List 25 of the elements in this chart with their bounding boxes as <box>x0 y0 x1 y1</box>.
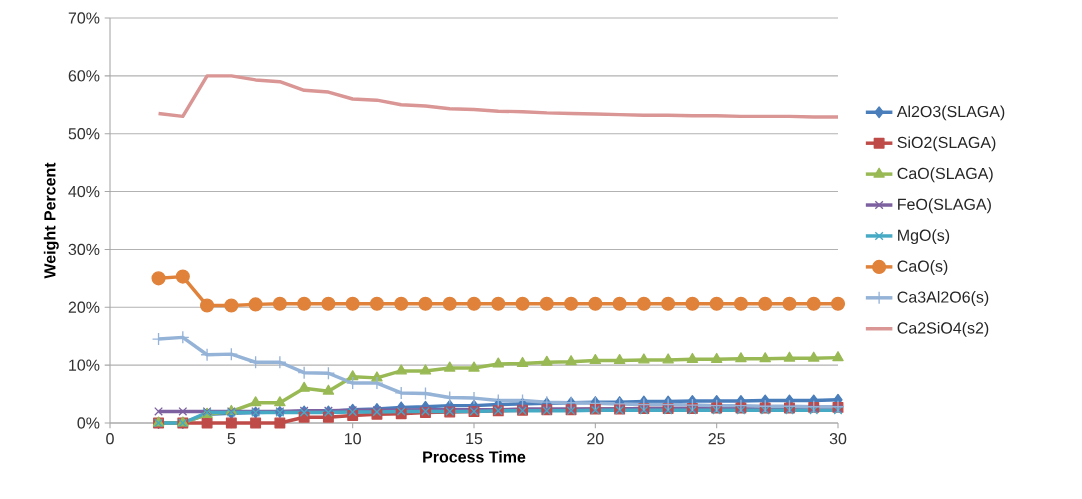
y-tick-label: 0% <box>77 417 100 429</box>
y-tick-label: 30% <box>68 243 100 256</box>
x-tick-label: 5 <box>227 433 236 445</box>
y-axis-title: Weight Percent <box>43 162 59 279</box>
x-tick-label: 20 <box>587 433 604 445</box>
legend-label: Ca2SiO4(s2) <box>897 321 989 337</box>
legend-label: CaO(SLAGA) <box>897 167 993 183</box>
x-tick-label: 10 <box>344 433 361 445</box>
x-tick-label: 0 <box>106 433 114 445</box>
x-axis-title: Process Time <box>423 450 526 463</box>
legend-label: CaO(s) <box>897 260 948 275</box>
y-tick-label: 10% <box>69 359 100 371</box>
legend-label: MgO(s) <box>898 229 950 245</box>
legend-label: Ca3Al2O6(s) <box>897 291 989 306</box>
x-tick-label: 30 <box>829 433 847 445</box>
y-tick-label: 50% <box>68 128 100 140</box>
y-tick-label: 70% <box>68 12 100 24</box>
legend-label: FeO(SLAGA) <box>898 198 991 214</box>
legend-label: Al2O3(SLAGA) <box>896 105 1005 121</box>
y-tick-label: 40% <box>68 185 100 198</box>
y-tick-label: 60% <box>68 70 100 82</box>
y-tick-label: 20% <box>68 301 100 313</box>
x-tick-label: 25 <box>708 433 725 445</box>
x-tick-label: 15 <box>466 433 483 445</box>
legend-label: SiO2(SLAGA) <box>897 136 996 152</box>
